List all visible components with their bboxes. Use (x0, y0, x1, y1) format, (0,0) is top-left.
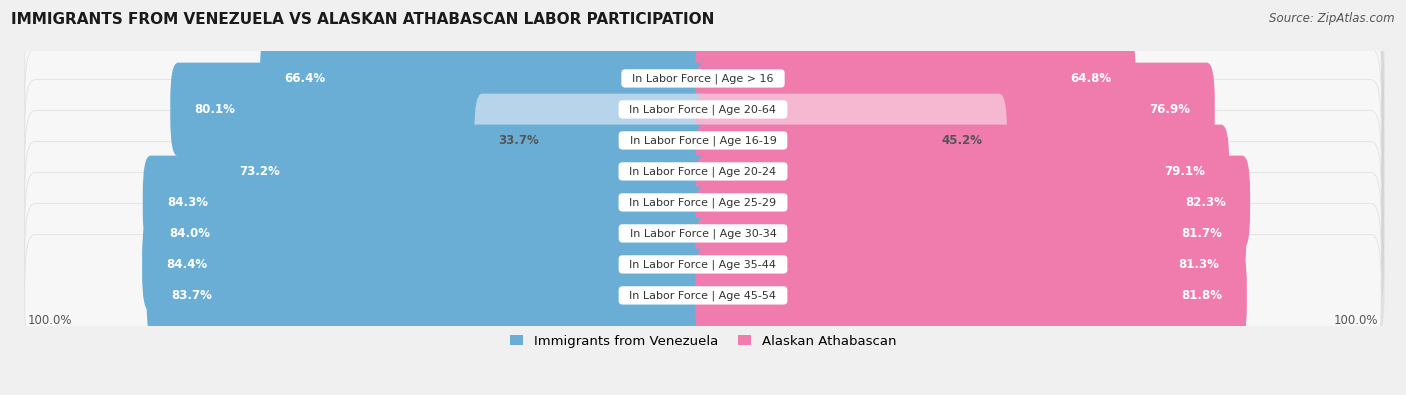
FancyBboxPatch shape (28, 219, 1385, 340)
Text: In Labor Force | Age 25-29: In Labor Force | Age 25-29 (623, 197, 783, 208)
FancyBboxPatch shape (695, 63, 1215, 156)
FancyBboxPatch shape (474, 94, 711, 187)
FancyBboxPatch shape (695, 32, 1136, 125)
Text: 84.4%: 84.4% (166, 258, 208, 271)
FancyBboxPatch shape (25, 142, 1381, 263)
Text: 64.8%: 64.8% (1070, 72, 1111, 85)
FancyBboxPatch shape (25, 18, 1381, 139)
Text: 84.0%: 84.0% (169, 227, 209, 240)
FancyBboxPatch shape (170, 63, 711, 156)
FancyBboxPatch shape (142, 218, 711, 311)
Text: Source: ZipAtlas.com: Source: ZipAtlas.com (1270, 12, 1395, 25)
Text: IMMIGRANTS FROM VENEZUELA VS ALASKAN ATHABASCAN LABOR PARTICIPATION: IMMIGRANTS FROM VENEZUELA VS ALASKAN ATH… (11, 12, 714, 27)
FancyBboxPatch shape (25, 111, 1381, 232)
FancyBboxPatch shape (146, 248, 711, 342)
FancyBboxPatch shape (215, 125, 711, 218)
Text: 81.3%: 81.3% (1178, 258, 1219, 271)
FancyBboxPatch shape (25, 173, 1381, 294)
FancyBboxPatch shape (695, 248, 1247, 342)
Text: 45.2%: 45.2% (942, 134, 983, 147)
FancyBboxPatch shape (28, 64, 1385, 186)
FancyBboxPatch shape (260, 32, 711, 125)
Text: In Labor Force | Age 16-19: In Labor Force | Age 16-19 (623, 135, 783, 146)
Text: In Labor Force | Age > 16: In Labor Force | Age > 16 (626, 73, 780, 84)
FancyBboxPatch shape (695, 94, 1007, 187)
Text: 80.1%: 80.1% (194, 103, 235, 116)
FancyBboxPatch shape (695, 156, 1250, 249)
FancyBboxPatch shape (25, 49, 1381, 170)
FancyBboxPatch shape (145, 186, 711, 280)
Text: 100.0%: 100.0% (28, 314, 73, 327)
FancyBboxPatch shape (28, 95, 1385, 217)
Text: 81.8%: 81.8% (1181, 289, 1223, 302)
Text: In Labor Force | Age 20-24: In Labor Force | Age 20-24 (623, 166, 783, 177)
Text: In Labor Force | Age 45-54: In Labor Force | Age 45-54 (623, 290, 783, 301)
Text: 100.0%: 100.0% (1333, 314, 1378, 327)
Text: In Labor Force | Age 30-34: In Labor Force | Age 30-34 (623, 228, 783, 239)
FancyBboxPatch shape (695, 125, 1229, 218)
Text: 81.7%: 81.7% (1181, 227, 1222, 240)
FancyBboxPatch shape (28, 126, 1385, 248)
FancyBboxPatch shape (25, 80, 1381, 201)
Legend: Immigrants from Venezuela, Alaskan Athabascan: Immigrants from Venezuela, Alaskan Athab… (505, 329, 901, 353)
FancyBboxPatch shape (28, 157, 1385, 278)
FancyBboxPatch shape (28, 2, 1385, 124)
Text: In Labor Force | Age 20-64: In Labor Force | Age 20-64 (623, 104, 783, 115)
FancyBboxPatch shape (143, 156, 711, 249)
Text: 73.2%: 73.2% (240, 165, 280, 178)
FancyBboxPatch shape (28, 33, 1385, 155)
Text: 82.3%: 82.3% (1185, 196, 1226, 209)
FancyBboxPatch shape (28, 188, 1385, 310)
FancyBboxPatch shape (695, 218, 1243, 311)
Text: In Labor Force | Age 35-44: In Labor Force | Age 35-44 (623, 259, 783, 270)
Text: 79.1%: 79.1% (1164, 165, 1205, 178)
Text: 84.3%: 84.3% (167, 196, 208, 209)
FancyBboxPatch shape (25, 235, 1381, 356)
Text: 83.7%: 83.7% (172, 289, 212, 302)
FancyBboxPatch shape (695, 186, 1246, 280)
Text: 66.4%: 66.4% (284, 72, 325, 85)
Text: 33.7%: 33.7% (499, 134, 540, 147)
FancyBboxPatch shape (25, 204, 1381, 325)
Text: 76.9%: 76.9% (1150, 103, 1191, 116)
